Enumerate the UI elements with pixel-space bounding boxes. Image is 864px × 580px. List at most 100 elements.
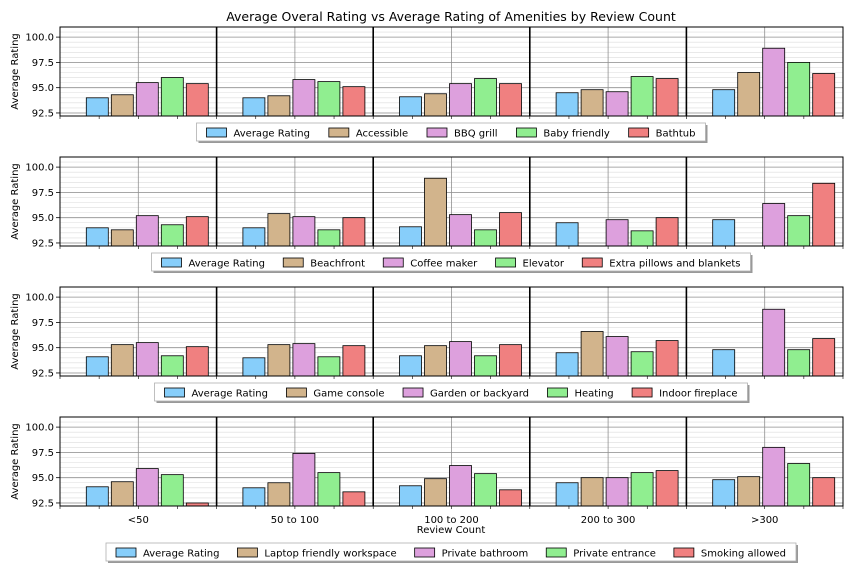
bar: [185, 83, 209, 117]
bar: [712, 479, 736, 507]
bar: [267, 482, 291, 507]
bar: [580, 477, 604, 507]
bar: [85, 356, 109, 377]
legend-label: Heating: [574, 389, 613, 400]
bar: [449, 214, 472, 247]
bar: [630, 76, 654, 117]
y-tick-label: 95.0: [32, 213, 54, 224]
bar: [555, 222, 579, 247]
bar: [85, 227, 109, 247]
legend-item: Baby friendly: [516, 127, 610, 140]
panel-4: 92.5 95.0 97.5 100.0 Average Rating <50 50 to …: [10, 416, 844, 563]
plot-frame: [59, 286, 844, 377]
bar: [424, 478, 447, 507]
legend-swatch: [547, 387, 568, 398]
legend-item: Heating: [547, 387, 614, 400]
bar: [267, 95, 291, 117]
bar: [135, 215, 159, 247]
bar: [135, 468, 159, 507]
legend-item: Game console: [286, 387, 385, 400]
legend-box: [196, 122, 706, 142]
bar: [424, 345, 447, 377]
legend-item: Private entrance: [545, 547, 656, 560]
legend-label: Bathtub: [656, 129, 696, 140]
legend-item: Coffee maker: [382, 257, 478, 270]
bar: [160, 224, 184, 247]
bar: [762, 47, 786, 117]
legend-label: Elevator: [523, 259, 565, 270]
bar: [712, 349, 736, 377]
bar: [655, 340, 679, 377]
y-tick-label: 100.0: [25, 293, 54, 304]
bar: [655, 470, 679, 507]
y-tick-label: 97.5: [32, 188, 54, 199]
bar: [242, 357, 266, 377]
bar: [605, 477, 629, 507]
bar: [655, 217, 679, 247]
legend-item: Average Rating: [164, 387, 268, 400]
legend-item: Accessible: [328, 127, 408, 140]
legend-label: Average Rating: [192, 389, 268, 400]
y-tick-label: 97.5: [32, 448, 54, 459]
legend-swatch: [581, 257, 603, 268]
bar: [110, 344, 134, 377]
bar: [555, 92, 579, 117]
bar: [292, 453, 316, 507]
bar: [85, 97, 109, 117]
y-tick-label: 100.0: [25, 33, 54, 44]
legend-item: Indoor fireplace: [631, 387, 738, 400]
y-tick-label: 92.5: [32, 238, 54, 249]
legend-swatch: [631, 387, 653, 398]
bar: [499, 83, 522, 117]
bar: [762, 308, 786, 377]
legend-item: Smoking allowed: [673, 547, 786, 560]
bar: [812, 73, 836, 117]
bar: [474, 229, 497, 247]
legend-swatch: [161, 257, 182, 268]
bar: [605, 219, 629, 247]
bar: [424, 93, 447, 117]
bar: [399, 96, 422, 117]
legend-swatch: [516, 127, 537, 138]
bar: [342, 86, 366, 117]
legend-label: Game console: [313, 389, 384, 400]
bar: [449, 465, 472, 507]
bar: [342, 345, 366, 377]
bar: [555, 352, 579, 377]
bar: [762, 446, 786, 507]
bar: [160, 77, 184, 117]
legend-swatch: [282, 257, 304, 268]
legend-swatch: [206, 127, 227, 138]
legend-label: Garden or backyard: [430, 389, 529, 400]
bar: [342, 491, 366, 507]
plot-frame: [59, 156, 844, 247]
bar: [317, 229, 341, 247]
y-tick-label: 95.0: [32, 473, 54, 484]
y-axis-label: Average Rating: [10, 33, 21, 109]
bar: [499, 489, 522, 507]
legend-swatch: [495, 257, 516, 268]
legend-label: Average Rating: [189, 259, 265, 270]
legend-label: Average Rating: [234, 129, 310, 140]
bar: [267, 213, 291, 247]
legend-label: Smoking allowed: [701, 549, 786, 560]
legend-item: Elevator: [495, 257, 565, 270]
bar: [812, 477, 836, 507]
y-tick-label: 95.0: [32, 343, 54, 354]
y-tick-label: 92.5: [32, 368, 54, 379]
bar: [267, 344, 291, 377]
legend-label: Indoor fireplace: [659, 389, 737, 400]
x-tick-label: <50: [128, 515, 149, 526]
bar: [424, 177, 447, 247]
bar: [630, 472, 654, 507]
bar: [110, 481, 134, 507]
bar: [655, 78, 679, 117]
bar: [135, 82, 159, 117]
plot-frame: [59, 26, 844, 117]
bar: [292, 216, 316, 247]
bar: [317, 81, 341, 117]
bar: [317, 356, 341, 377]
